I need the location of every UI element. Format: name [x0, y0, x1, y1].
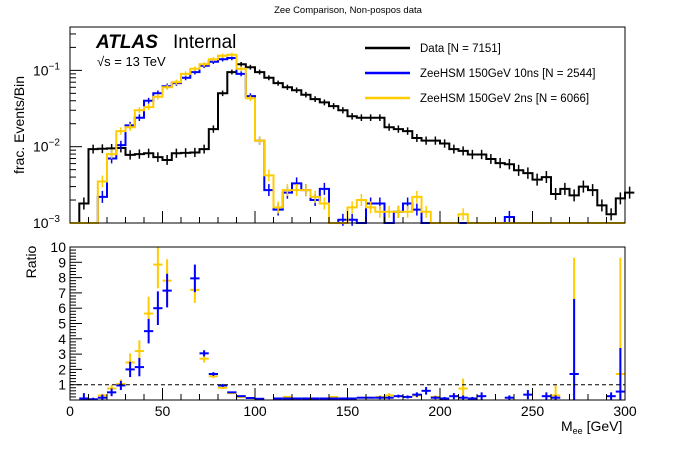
ratio-y-tick-label: 2 — [58, 361, 66, 377]
legend-label: Data [N = 7151] — [420, 43, 501, 55]
x-axis-label-unit: [GeV] — [583, 418, 623, 434]
ratio-panel-frame — [69, 246, 626, 401]
main-y-axis-label: frac. Events/Bin — [11, 76, 27, 174]
ratio-y-tick-label: 10 — [50, 239, 66, 255]
ratio-y-tick-label: 7 — [58, 285, 66, 301]
ratio-y-tick-label: 3 — [58, 346, 66, 362]
atlas-internal-label: Internal — [173, 32, 236, 53]
x-axis-label-sub: ee — [573, 426, 583, 436]
energy-label: √s = 13 TeV — [97, 54, 166, 69]
legend-label: ZeeHSM 150GeV 2ns [N = 6066] — [420, 93, 589, 105]
x-tick-label: 50 — [155, 403, 171, 419]
main-x-ticks — [69, 211, 626, 223]
ratio-y-tick-label: 8 — [58, 270, 66, 286]
y-tick-label: 10−2 — [33, 138, 60, 155]
x-tick-label: 200 — [428, 403, 452, 419]
ratio-y-tick-label: 9 — [58, 254, 66, 270]
chart-title: Zee Comparison, Non-pospos data — [274, 5, 423, 16]
histogram-2ns — [70, 53, 625, 224]
x-tick-label: 250 — [521, 403, 545, 419]
x-tick-label: 100 — [243, 403, 267, 419]
atlas-label: ATLAS — [95, 32, 158, 53]
ratio-x-ticks: 0 50 100 150 200 250 300 — [66, 388, 637, 419]
ratio-series-group — [79, 247, 625, 401]
y-tick-label: 10−1 — [33, 61, 60, 78]
histogram-10ns — [70, 57, 625, 224]
ratio-y-tick-label: 5 — [58, 316, 66, 332]
y-tick-label: 10−3 — [33, 214, 60, 231]
legend: Data [N = 7151] ZeeHSM 150GeV 10ns [N = 2… — [365, 43, 595, 105]
ratio-y-tick-label: 4 — [58, 331, 66, 347]
x-tick-label: 0 — [66, 403, 74, 419]
x-tick-label: 300 — [613, 403, 637, 419]
ratio-y-tick-label: 6 — [58, 300, 66, 316]
ratio-y-axis-label: Ratio — [23, 245, 39, 278]
legend-label: ZeeHSM 150GeV 10ns [N = 2544] — [420, 68, 595, 80]
main-y-ticks: 10−3 10−2 10−1 — [33, 33, 82, 231]
ratio-y-tick-label: 1 — [58, 377, 66, 393]
x-axis-label-main: M — [561, 418, 573, 434]
x-axis-label: Mee [GeV] — [561, 418, 622, 436]
histogram-data — [70, 63, 635, 224]
x-tick-label: 150 — [336, 403, 360, 419]
main-panel: 10−3 10−2 10−1 frac. Events/Bin ATLAS Inte… — [11, 26, 635, 231]
